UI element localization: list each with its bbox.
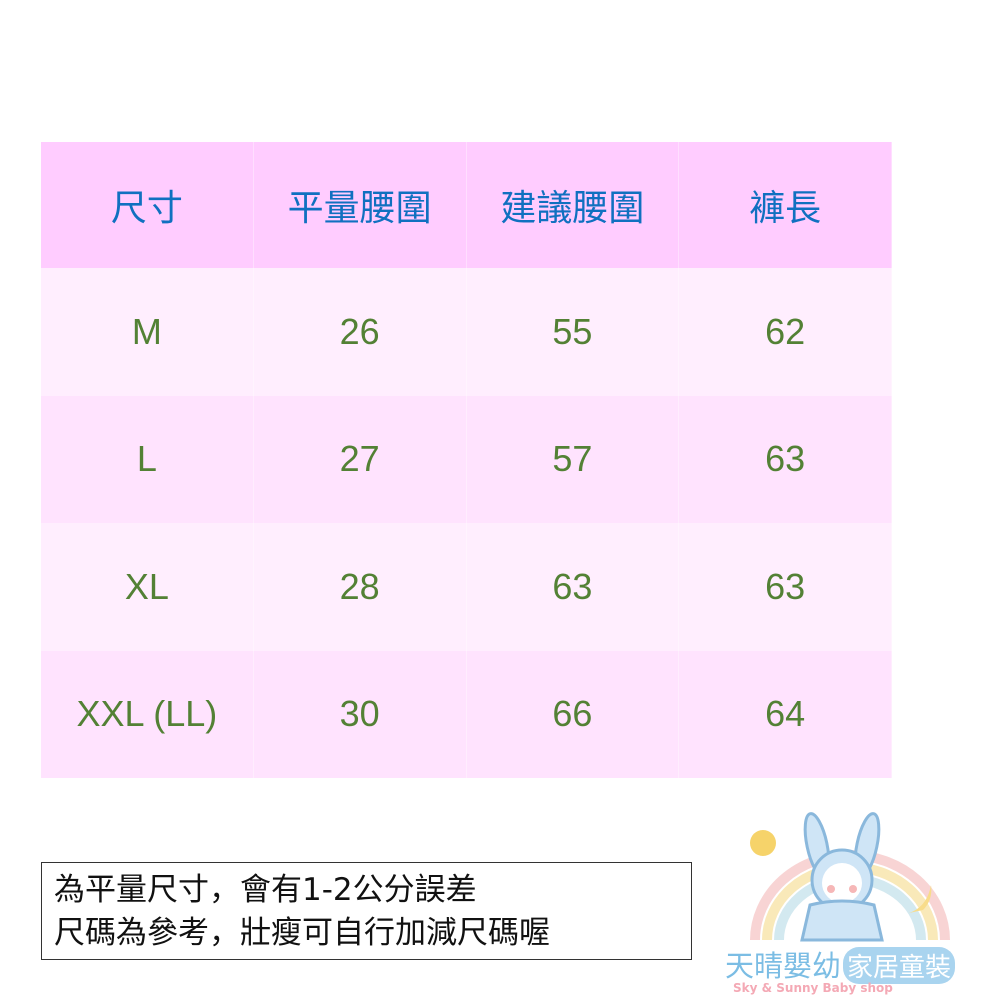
cell-suggested-waist: 63 xyxy=(466,523,680,651)
table-row: L 27 57 63 xyxy=(41,395,892,523)
table-row: M 26 55 62 xyxy=(41,268,892,396)
logo-subtitle: Sky & Sunny Baby shop xyxy=(733,981,893,995)
cell-size: L xyxy=(41,395,254,523)
table-row: XL 28 63 63 xyxy=(41,523,892,651)
cell-size: XL xyxy=(41,523,254,651)
cell-pants-length: 63 xyxy=(679,395,892,523)
logo-title-text: 天晴嬰幼 xyxy=(725,949,842,983)
brand-logo: 天晴嬰幼 家居童裝 Sky & Sunny Baby shop xyxy=(725,805,960,995)
size-table: 尺寸 平量腰圍 建議腰圍 褲長 M 26 55 62 L 27 57 63 XL… xyxy=(41,142,892,778)
note-line-2: 尺碼為參考，壯瘦可自行加減尺碼喔 xyxy=(54,915,550,951)
logo-badge: 家居童裝 xyxy=(843,947,956,984)
header-flat-waist: 平量腰圍 xyxy=(253,142,467,268)
cell-pants-length: 63 xyxy=(679,523,892,651)
logo-title: 天晴嬰幼 家居童裝 xyxy=(725,943,956,985)
cell-pants-length: 64 xyxy=(679,650,892,778)
measurement-note: 為平量尺寸，會有1-2公分誤差 尺碼為參考，壯瘦可自行加減尺碼喔 xyxy=(41,862,692,960)
header-size: 尺寸 xyxy=(41,142,254,268)
cell-flat-waist: 28 xyxy=(253,523,467,651)
table-header-row: 尺寸 平量腰圍 建議腰圍 褲長 xyxy=(41,142,892,268)
cell-pants-length: 62 xyxy=(679,268,892,396)
cell-suggested-waist: 57 xyxy=(466,395,680,523)
cell-size: XXL (LL) xyxy=(41,650,254,778)
cell-suggested-waist: 55 xyxy=(466,268,680,396)
cell-size: M xyxy=(41,268,254,396)
bunny-baby-rainbow-icon xyxy=(750,812,950,942)
cell-suggested-waist: 66 xyxy=(466,650,680,778)
table-row: XXL (LL) 30 66 64 xyxy=(41,650,892,778)
header-pants-length: 褲長 xyxy=(679,142,892,268)
cell-flat-waist: 30 xyxy=(253,650,467,778)
cell-flat-waist: 27 xyxy=(253,395,467,523)
note-line-1: 為平量尺寸，會有1-2公分誤差 xyxy=(54,872,477,908)
header-suggested-waist: 建議腰圍 xyxy=(466,142,680,268)
cell-flat-waist: 26 xyxy=(253,268,467,396)
